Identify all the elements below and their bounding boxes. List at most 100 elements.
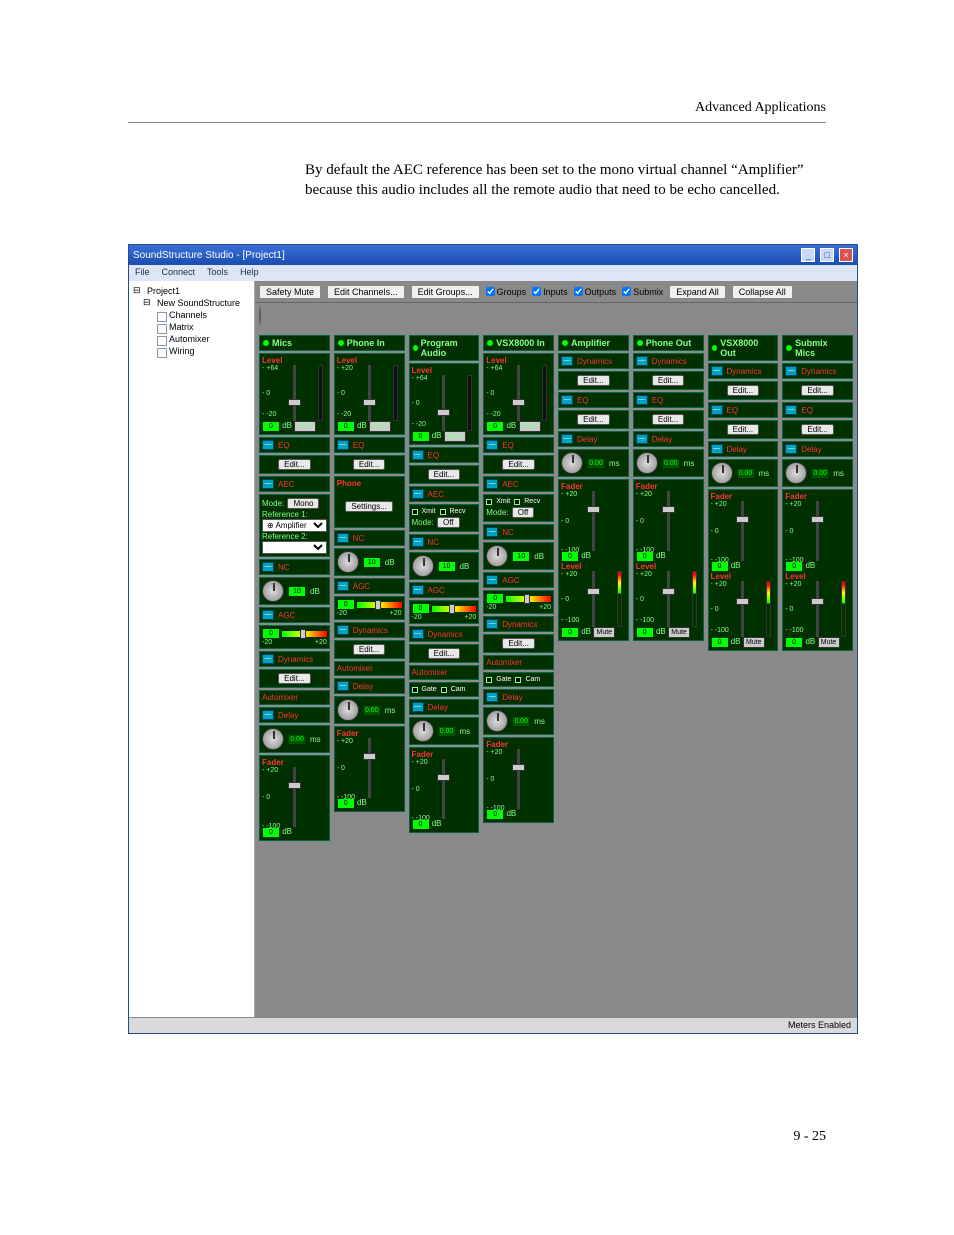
value-box[interactable]: 0.00 [288,734,306,745]
tree-wiring[interactable]: Wiring [155,345,250,357]
collapse-icon[interactable]: — [262,610,274,620]
value-box[interactable]: 0 [486,593,504,604]
collapse-icon[interactable]: — [486,479,498,489]
dynamics-edit-button[interactable]: Edit... [801,385,833,396]
value-box[interactable]: 0 [262,421,280,432]
menu-connect[interactable]: Connect [162,267,196,279]
collapse-icon[interactable]: — [711,444,723,454]
collapse-icon[interactable]: — [486,619,498,629]
out-level-slider[interactable]: - +20- 0- -100 [711,581,776,637]
eq-edit-button[interactable]: Edit... [353,459,385,470]
level-slider[interactable]: - +64- 0- -20 [412,375,477,431]
agc-slider[interactable]: 0 -20+20 [334,596,405,620]
value-box[interactable]: 10 [288,586,306,597]
eq-edit-button[interactable]: Edit... [577,414,609,425]
delay-knob[interactable]: 0.00 ms [483,707,554,735]
value-box[interactable]: 0.00 [363,705,381,716]
safety-mute-button[interactable]: Safety Mute [259,285,321,299]
collapse-icon[interactable]: — [561,395,573,405]
fader-slider[interactable]: - +20- 0- -100 [561,491,626,551]
collapse-icon[interactable]: — [636,395,648,405]
strip-header[interactable]: Amplifier [558,335,629,351]
value-box[interactable]: 10 [363,557,381,568]
collapse-all-button[interactable]: Collapse All [732,285,793,299]
value-box[interactable]: 0.00 [512,716,530,727]
nc-knob[interactable]: 10 dB [483,542,554,570]
mode-button[interactable]: Off [437,517,460,528]
collapse-icon[interactable]: — [785,405,797,415]
collapse-icon[interactable]: — [486,575,498,585]
delay-knob[interactable]: 0.00 ms [259,725,330,753]
collapse-icon[interactable]: — [636,356,648,366]
collapse-icon[interactable]: — [337,625,349,635]
collapse-icon[interactable]: — [262,654,274,664]
out-level-slider[interactable]: - +20- 0- -100 [636,571,701,627]
delay-knob[interactable]: 0.00 ms [633,449,704,477]
ref1-select[interactable]: ⊕ Amplifier [262,519,327,532]
value-box[interactable]: 10 [512,551,530,562]
eq-edit-button[interactable]: Edit... [652,414,684,425]
out-level-slider[interactable]: - +20- 0- -100 [561,571,626,627]
value-box[interactable]: 0 [711,637,729,648]
submix-check[interactable]: Submix [622,287,663,297]
dynamics-edit-button[interactable]: Edit... [652,375,684,386]
agc-slider[interactable]: 0 -20+20 [409,600,480,624]
tree-project[interactable]: Project1 [133,285,250,297]
eq-edit-button[interactable]: Edit... [278,459,310,470]
outputs-check[interactable]: Outputs [574,287,617,297]
collapse-icon[interactable]: — [337,440,349,450]
eq-edit-button[interactable]: Edit... [801,424,833,435]
mute-button[interactable]: Mute [444,431,466,442]
collapse-icon[interactable]: — [412,450,424,460]
mute-button[interactable]: Mute [668,627,690,638]
collapse-icon[interactable]: — [337,581,349,591]
minimize-icon[interactable]: _ [801,248,815,262]
aec-mode-button[interactable]: Mono [287,498,319,509]
value-box[interactable]: 0.00 [811,468,829,479]
agc-slider[interactable]: 0 -20+20 [259,625,330,649]
value-box[interactable]: 0 [486,421,504,432]
value-box[interactable]: 0.00 [587,458,605,469]
value-box[interactable]: 0 [337,421,355,432]
strip-header[interactable]: Mics [259,335,330,351]
edit-groups-button[interactable]: Edit Groups... [411,285,480,299]
expand-all-button[interactable]: Expand All [669,285,726,299]
strip-header[interactable]: Phone In [334,335,405,351]
collapse-icon[interactable]: — [262,440,274,450]
value-box[interactable]: 0.00 [438,726,456,737]
strip-header[interactable]: VSX8000 Out [708,335,779,361]
mute-button[interactable]: Mute [294,421,316,432]
eq-edit-button[interactable]: Edit... [502,459,534,470]
nc-knob[interactable]: 10 dB [259,577,330,605]
dynamics-edit-button[interactable]: Edit... [278,673,310,684]
collapse-icon[interactable]: — [412,629,424,639]
value-box[interactable]: 0.00 [662,458,680,469]
collapse-icon[interactable]: — [711,366,723,376]
tree-device[interactable]: New SoundStructure [143,297,250,309]
collapse-icon[interactable]: — [412,702,424,712]
collapse-icon[interactable]: — [486,440,498,450]
agc-slider[interactable]: 0 -20+20 [483,590,554,614]
collapse-icon[interactable]: — [262,562,274,572]
dynamics-edit-button[interactable]: Edit... [353,644,385,655]
expand-icon[interactable] [712,345,718,351]
delay-knob[interactable]: 0.00 ms [708,459,779,487]
value-box[interactable]: 0.00 [737,468,755,479]
menu-tools[interactable]: Tools [207,267,228,279]
mute-button[interactable]: Mute [519,421,541,432]
value-box[interactable]: 0 [412,431,430,442]
expand-icon[interactable] [786,345,792,351]
value-box[interactable]: 0 [262,628,280,639]
nc-knob[interactable]: 10 dB [334,548,405,576]
close-icon[interactable]: × [839,248,853,262]
groups-check[interactable]: Groups [486,287,527,297]
fader-slider[interactable]: - +20- 0- -100 [337,738,402,798]
collapse-icon[interactable]: — [561,356,573,366]
eq-edit-button[interactable]: Edit... [727,424,759,435]
collapse-icon[interactable]: — [412,585,424,595]
level-slider[interactable]: - +64- 0- -20 [486,365,551,421]
value-box[interactable]: 10 [438,561,456,572]
inputs-check[interactable]: Inputs [532,287,568,297]
fader-slider[interactable]: - +20- 0- -100 [711,501,776,561]
dynamics-edit-button[interactable]: Edit... [577,375,609,386]
